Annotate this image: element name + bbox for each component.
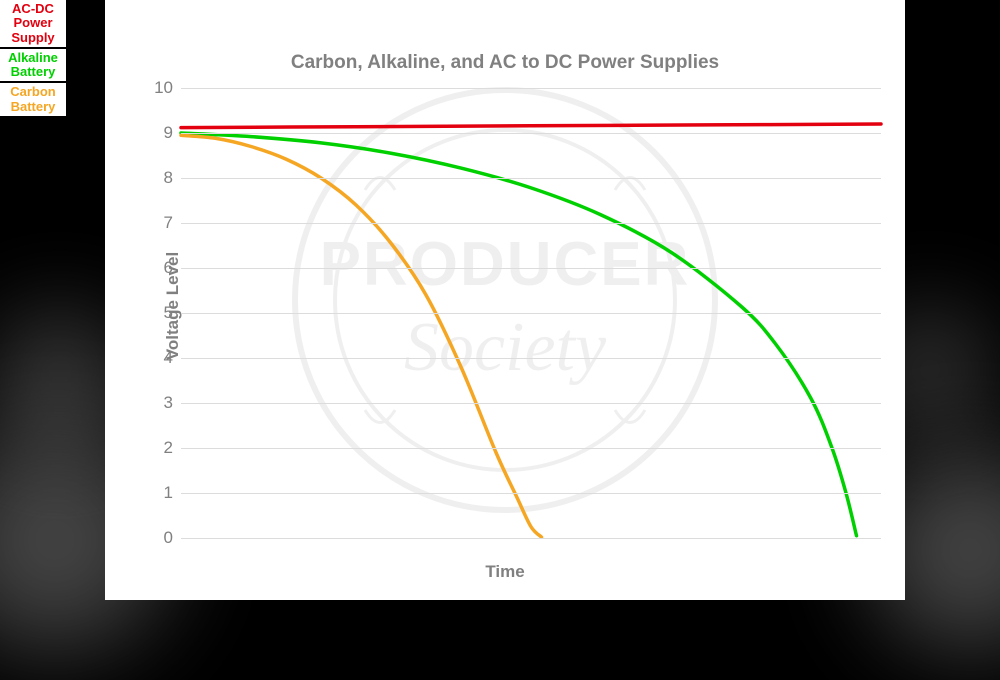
- y-tick-label: 3: [164, 393, 173, 413]
- series-line: [181, 135, 542, 537]
- y-tick-label: 4: [164, 348, 173, 368]
- gridline: [181, 223, 881, 224]
- gridline: [181, 133, 881, 134]
- y-tick-label: 1: [164, 483, 173, 503]
- y-tick-label: 6: [164, 258, 173, 278]
- series-line: [181, 133, 857, 536]
- legend-item: AlkalineBattery: [0, 49, 66, 84]
- gridline: [181, 88, 881, 89]
- gridline: [181, 268, 881, 269]
- y-tick-label: 0: [164, 528, 173, 548]
- y-tick-label: 10: [154, 78, 173, 98]
- y-tick-label: 9: [164, 123, 173, 143]
- legend-item: CarbonBattery: [0, 83, 66, 116]
- gridline: [181, 178, 881, 179]
- legend-item: AC-DCPowerSupply: [0, 0, 66, 49]
- y-tick-label: 7: [164, 213, 173, 233]
- y-tick-label: 2: [164, 438, 173, 458]
- gridline: [181, 448, 881, 449]
- y-tick-label: 5: [164, 303, 173, 323]
- gridline: [181, 538, 881, 539]
- series-line: [181, 124, 881, 128]
- gridline: [181, 403, 881, 404]
- x-axis-label: Time: [105, 562, 905, 582]
- chart-legend: AC-DCPowerSupplyAlkalineBatteryCarbonBat…: [0, 0, 66, 116]
- y-tick-label: 8: [164, 168, 173, 188]
- chart-container: PRODUCER Society Carbon, Alkaline, and A…: [105, 0, 905, 600]
- chart-title: Carbon, Alkaline, and AC to DC Power Sup…: [105, 52, 905, 74]
- gridline: [181, 358, 881, 359]
- plot-area: 012345678910: [181, 88, 881, 538]
- gridline: [181, 313, 881, 314]
- gridline: [181, 493, 881, 494]
